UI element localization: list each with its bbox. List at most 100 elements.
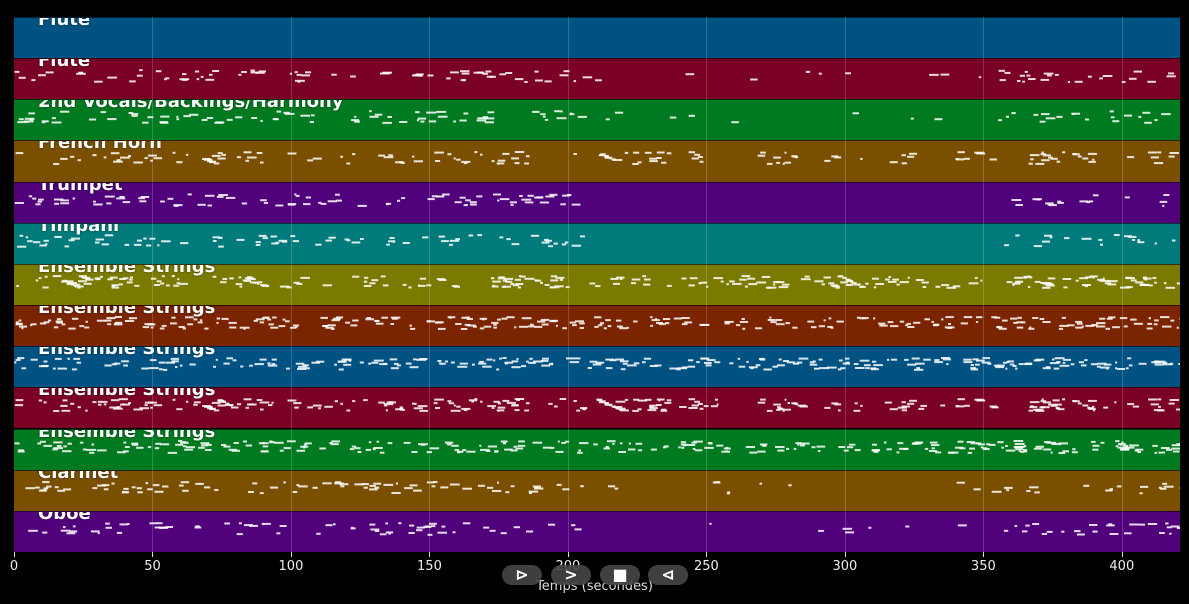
note-mark	[155, 442, 161, 445]
note-mark	[594, 316, 602, 319]
note-mark	[1158, 406, 1161, 409]
note-mark	[502, 357, 507, 360]
note-mark	[1090, 363, 1098, 366]
note-mark	[559, 278, 563, 281]
note-mark	[259, 401, 270, 404]
note-mark	[524, 200, 534, 203]
note-mark	[878, 322, 886, 325]
note-mark	[95, 241, 100, 244]
note-mark	[86, 448, 96, 451]
note-mark	[60, 198, 69, 201]
forward-button[interactable]: >	[551, 565, 591, 585]
note-mark	[1004, 243, 1009, 246]
note-mark	[514, 78, 524, 81]
note-mark	[545, 195, 555, 198]
note-mark	[1171, 447, 1180, 450]
note-mark	[370, 528, 380, 531]
note-mark	[383, 483, 394, 486]
note-mark	[246, 276, 253, 279]
note-mark	[511, 157, 514, 160]
note-mark	[243, 151, 252, 154]
note-mark	[160, 115, 170, 118]
note-mark	[673, 317, 683, 320]
note-mark	[249, 524, 258, 527]
note-mark	[1087, 400, 1097, 403]
note-mark	[44, 243, 48, 246]
note-mark	[333, 317, 341, 320]
note-mark	[978, 76, 982, 79]
note-mark	[345, 321, 351, 324]
note-mark	[176, 408, 183, 411]
note-mark	[773, 403, 781, 406]
note-mark	[972, 358, 979, 361]
back-button[interactable]: ⊲	[648, 565, 688, 585]
note-mark	[660, 410, 668, 413]
note-mark	[160, 282, 165, 285]
note-mark	[1033, 114, 1039, 117]
note-mark	[419, 410, 429, 413]
note-mark	[1105, 327, 1110, 330]
note-mark	[158, 368, 163, 371]
note-mark	[456, 159, 461, 162]
note-mark	[166, 284, 170, 287]
note-mark	[1091, 440, 1096, 443]
note-mark	[678, 367, 687, 370]
note-mark	[165, 525, 173, 528]
note-mark	[282, 318, 286, 321]
track-lane: Ensemble Strings	[14, 263, 1180, 306]
note-mark	[1146, 327, 1153, 330]
note-mark	[196, 78, 200, 81]
note-mark	[296, 74, 302, 77]
note-mark	[1120, 286, 1130, 289]
note-mark	[147, 323, 156, 326]
note-mark	[110, 152, 120, 155]
note-mark	[644, 399, 652, 402]
note-mark	[924, 318, 930, 321]
note-mark	[795, 441, 802, 444]
note-mark	[1163, 193, 1170, 196]
note-mark	[528, 490, 539, 493]
note-mark	[1154, 281, 1157, 284]
note-mark	[96, 319, 107, 322]
note-mark	[453, 157, 456, 160]
note-mark	[293, 324, 300, 327]
note-mark	[33, 240, 41, 243]
note-mark	[1059, 364, 1070, 367]
note-mark	[467, 324, 476, 327]
note-mark	[680, 440, 686, 443]
note-mark	[247, 403, 257, 406]
note-mark	[688, 284, 695, 287]
note-mark	[1138, 116, 1142, 119]
note-mark	[491, 321, 499, 324]
note-mark	[53, 163, 60, 166]
note-mark	[213, 365, 216, 368]
note-mark	[981, 361, 991, 364]
note-mark	[176, 116, 179, 119]
note-mark	[777, 449, 785, 452]
play-button[interactable]: ⊳	[502, 565, 542, 585]
note-mark	[548, 523, 556, 526]
note-mark	[276, 110, 282, 113]
note-mark	[521, 198, 532, 201]
note-mark	[94, 80, 103, 83]
note-mark	[921, 281, 929, 284]
note-mark	[1075, 326, 1083, 329]
note-mark	[1120, 448, 1129, 451]
note-mark	[111, 482, 115, 485]
note-mark	[99, 275, 103, 278]
note-mark	[1062, 398, 1066, 401]
note-mark	[818, 325, 825, 328]
axis-tick-label: 250	[693, 559, 719, 574]
note-mark	[142, 121, 149, 124]
note-mark	[293, 281, 300, 284]
note-mark	[626, 364, 637, 367]
note-mark	[1017, 316, 1022, 319]
note-mark	[957, 524, 967, 527]
note-mark	[1043, 401, 1051, 404]
note-mark	[1064, 236, 1070, 239]
note-mark	[1052, 403, 1062, 406]
note-mark	[363, 399, 368, 402]
stop-button[interactable]: ■	[600, 565, 640, 585]
note-mark	[107, 278, 113, 281]
note-mark	[1041, 406, 1050, 409]
